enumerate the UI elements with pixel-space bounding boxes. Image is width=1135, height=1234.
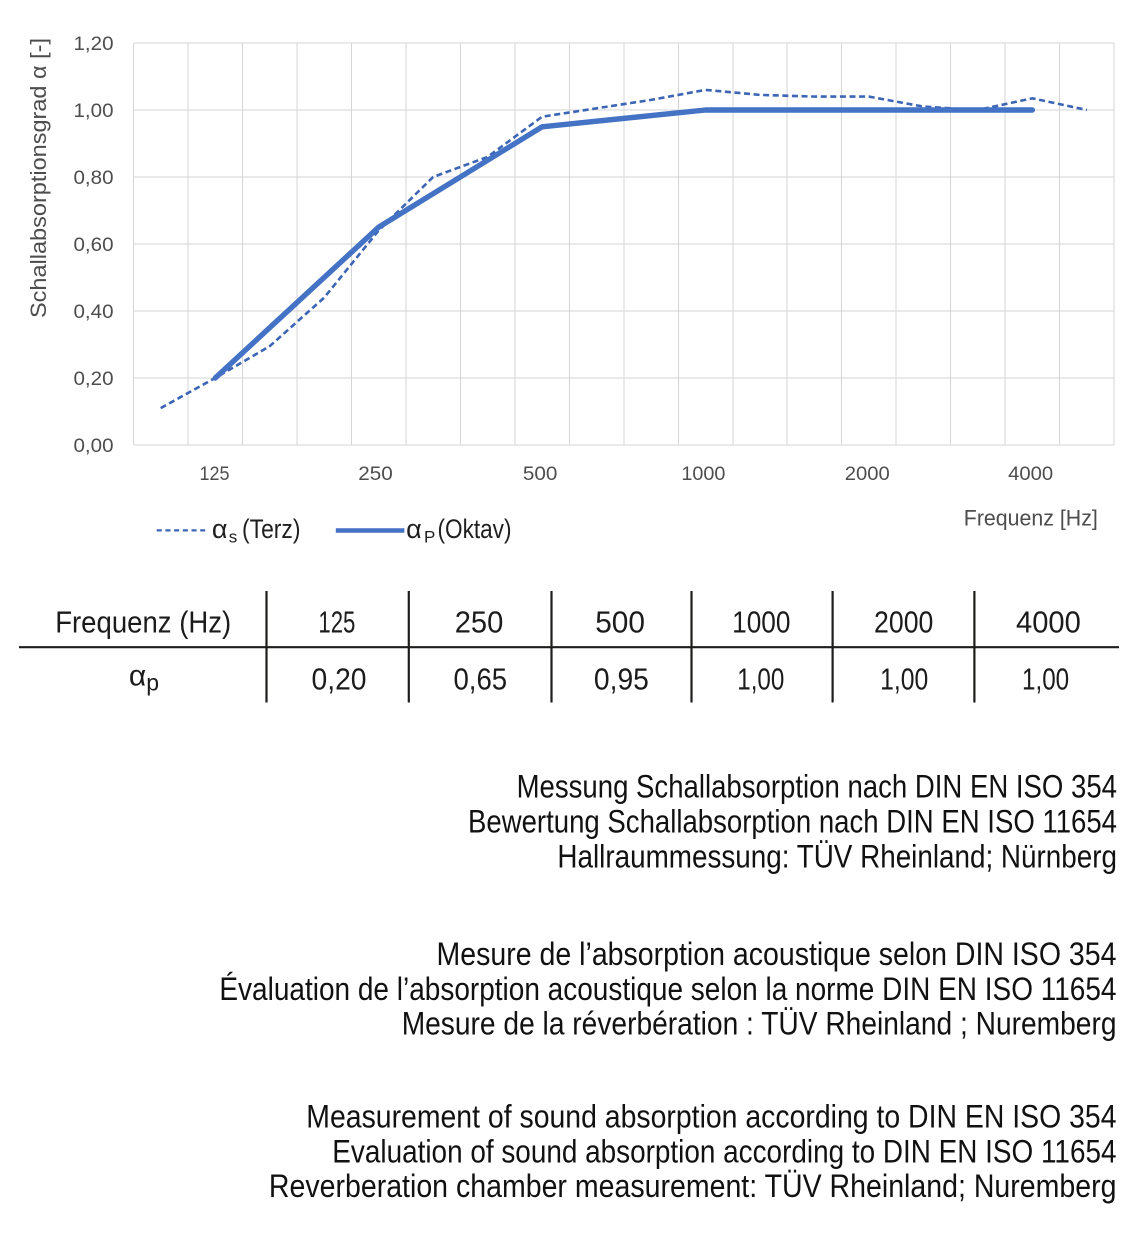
svg-text:α: α <box>406 514 422 544</box>
svg-text:1,00: 1,00 <box>880 662 928 697</box>
svg-text:250: 250 <box>455 605 504 640</box>
svg-text:0,00: 0,00 <box>74 435 114 457</box>
svg-text:Mesure de l’absorption acousti: Mesure de l’absorption acoustique selon … <box>437 936 1117 972</box>
svg-text:Reverberation chamber measurem: Reverberation chamber measurement: TÜV R… <box>269 1168 1117 1204</box>
svg-text:0,60: 0,60 <box>74 234 114 256</box>
svg-text:Frequenz [Hz]: Frequenz [Hz] <box>964 506 1098 531</box>
svg-text:2000: 2000 <box>845 463 890 485</box>
svg-text:0,20: 0,20 <box>74 368 114 390</box>
svg-text:Measurement of sound absorptio: Measurement of sound absorption accordin… <box>306 1099 1116 1135</box>
svg-text:500: 500 <box>523 463 558 485</box>
svg-text:P: P <box>424 528 435 547</box>
svg-text:500: 500 <box>595 605 645 640</box>
svg-text:αp: αp <box>129 660 159 696</box>
svg-text:1000: 1000 <box>732 605 790 640</box>
svg-text:2000: 2000 <box>874 605 933 640</box>
svg-text:Mesure de la réverbération : T: Mesure de la réverbération : TÜV Rheinla… <box>402 1006 1117 1042</box>
svg-text:1,20: 1,20 <box>74 33 114 55</box>
svg-text:Évaluation de l’absorption aco: Évaluation de l’absorption acoustique se… <box>219 971 1116 1007</box>
svg-text:0,65: 0,65 <box>453 662 507 697</box>
svg-text:Bewertung Schallabsorption nac: Bewertung Schallabsorption nach DIN EN I… <box>468 804 1117 840</box>
svg-text:0,20: 0,20 <box>312 662 367 697</box>
svg-text:1,00: 1,00 <box>1022 662 1069 697</box>
svg-text:Evaluation of sound absorption: Evaluation of sound absorption according… <box>332 1134 1116 1170</box>
svg-text:125: 125 <box>318 605 355 640</box>
svg-text:4000: 4000 <box>1016 605 1081 640</box>
svg-text:4000: 4000 <box>1008 463 1053 485</box>
svg-text:1,00: 1,00 <box>74 100 114 122</box>
svg-text:Frequenz (Hz): Frequenz (Hz) <box>55 605 231 640</box>
svg-text:125: 125 <box>200 463 230 485</box>
svg-text:Hallraummessung: TÜV Rheinland: Hallraummessung: TÜV Rheinland; Nürnberg <box>557 839 1117 875</box>
svg-text:250: 250 <box>358 463 393 485</box>
svg-text:Schallabsorptionsgrad α [-]: Schallabsorptionsgrad α [-] <box>26 38 51 318</box>
svg-text:α: α <box>212 514 228 544</box>
svg-text:(Oktav): (Oktav) <box>438 514 512 544</box>
svg-text:1,00: 1,00 <box>737 662 784 697</box>
svg-text:(Terz): (Terz) <box>242 514 301 544</box>
svg-text:1000: 1000 <box>681 463 725 485</box>
svg-text:0,40: 0,40 <box>74 301 114 323</box>
svg-text:Messung Schallabsorption nach: Messung Schallabsorption nach DIN EN ISO… <box>517 769 1117 805</box>
svg-text:0,80: 0,80 <box>74 167 114 189</box>
svg-text:s: s <box>229 528 238 547</box>
svg-text:0,95: 0,95 <box>594 662 649 697</box>
